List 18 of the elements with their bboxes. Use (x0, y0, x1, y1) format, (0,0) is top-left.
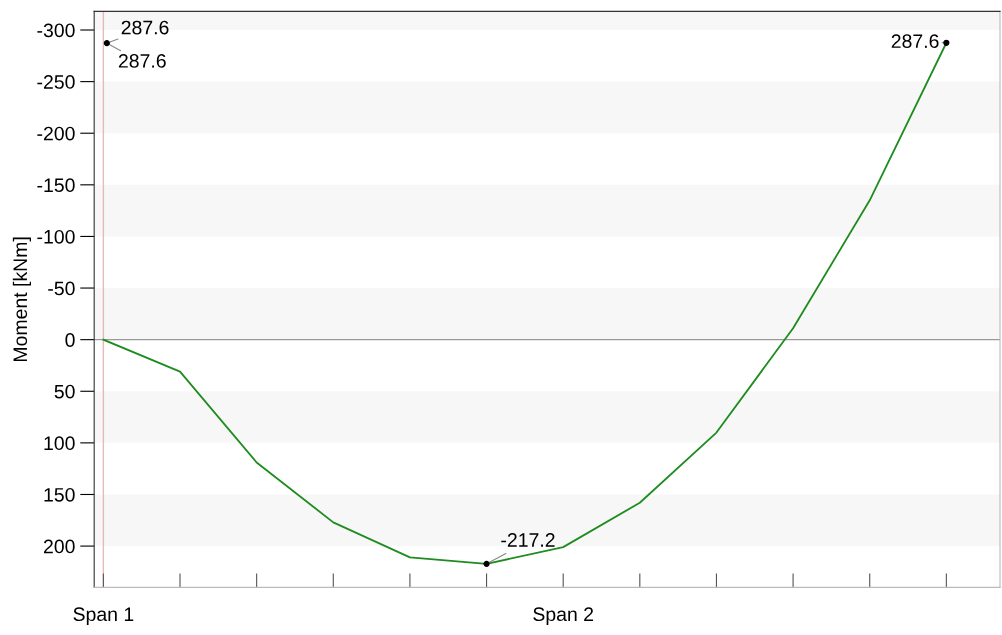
y-tick-label: -150 (37, 178, 75, 193)
y-tick-label: -250 (37, 75, 75, 89)
y-tick-label: -300 (37, 23, 75, 38)
annotation: 287.6 (891, 34, 939, 49)
x-tick-label: Span 1 (73, 607, 134, 625)
y-tick-label: -100 (37, 229, 75, 244)
x-tick-label: Span 2 (533, 607, 594, 625)
annotation: 287.6 (121, 20, 169, 35)
y-tick-label: 150 (44, 487, 75, 502)
y-axis-title: Moment [kNm] (12, 237, 31, 362)
y-tick-label: 100 (44, 436, 75, 451)
y-tick-label: -50 (48, 281, 75, 296)
y-tick-label: 0 (65, 333, 75, 347)
annotation: 287.6 (118, 54, 166, 68)
annotation: -217.2 (501, 533, 555, 547)
y-tick-label: -200 (37, 126, 75, 141)
y-tick-label: 200 (43, 539, 75, 554)
y-tick-label: 50 (54, 384, 75, 399)
